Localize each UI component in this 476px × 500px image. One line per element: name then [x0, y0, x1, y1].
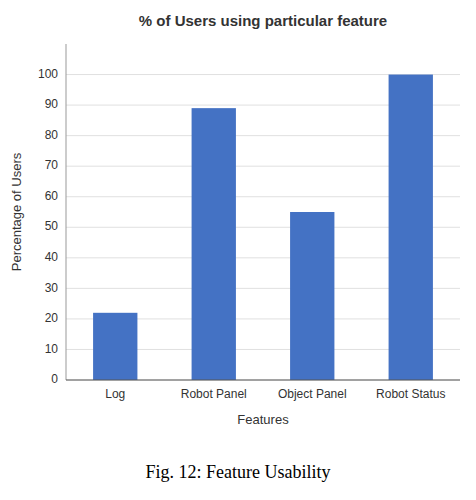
y-tick-label: 50	[45, 219, 59, 233]
y-tick-label: 40	[45, 250, 59, 264]
grid	[66, 75, 460, 380]
x-ticks: Log Robot Panel Object Panel Robot Status	[105, 387, 445, 401]
y-tick-label: 90	[45, 97, 59, 111]
y-tick-label: 60	[45, 189, 59, 203]
y-tick-label: 10	[45, 342, 59, 356]
y-tick-label: 0	[51, 372, 58, 386]
grid-line	[66, 380, 460, 381]
bar	[93, 313, 137, 380]
y-axis-label: Percentage of Users	[9, 152, 24, 271]
bar	[192, 108, 236, 380]
x-tick-label: Object Panel	[278, 387, 347, 401]
x-tick-label: Robot Status	[376, 387, 445, 401]
chart-container: 0 10 20 30 40 50 60 70 80 90 100 Log Robot Panel Obje…	[0, 0, 476, 500]
title: % of Users using particular feature	[139, 12, 387, 29]
x-tick-label: Robot Panel	[181, 387, 247, 401]
y-tick-label: 100	[38, 67, 58, 81]
caption: Fig. 12: Feature Usability	[146, 462, 331, 482]
chart: 0 10 20 30 40 50 60 70 80 90 100 Log Robot Panel Obje…	[0, 0, 476, 500]
bars	[93, 75, 433, 380]
bar	[389, 75, 433, 380]
x-axis-line	[66, 380, 460, 381]
y-ticks: 0 10 20 30 40 50 60 70 80 90 100	[38, 67, 58, 386]
y-axis-line	[66, 44, 67, 380]
x-axis-label: Features	[237, 412, 289, 427]
bar	[290, 212, 334, 380]
y-tick-label: 30	[45, 281, 59, 295]
y-tick-label: 80	[45, 128, 59, 142]
y-tick-label: 20	[45, 311, 59, 325]
y-tick-label: 70	[45, 158, 59, 172]
x-tick-label: Log	[105, 387, 125, 401]
